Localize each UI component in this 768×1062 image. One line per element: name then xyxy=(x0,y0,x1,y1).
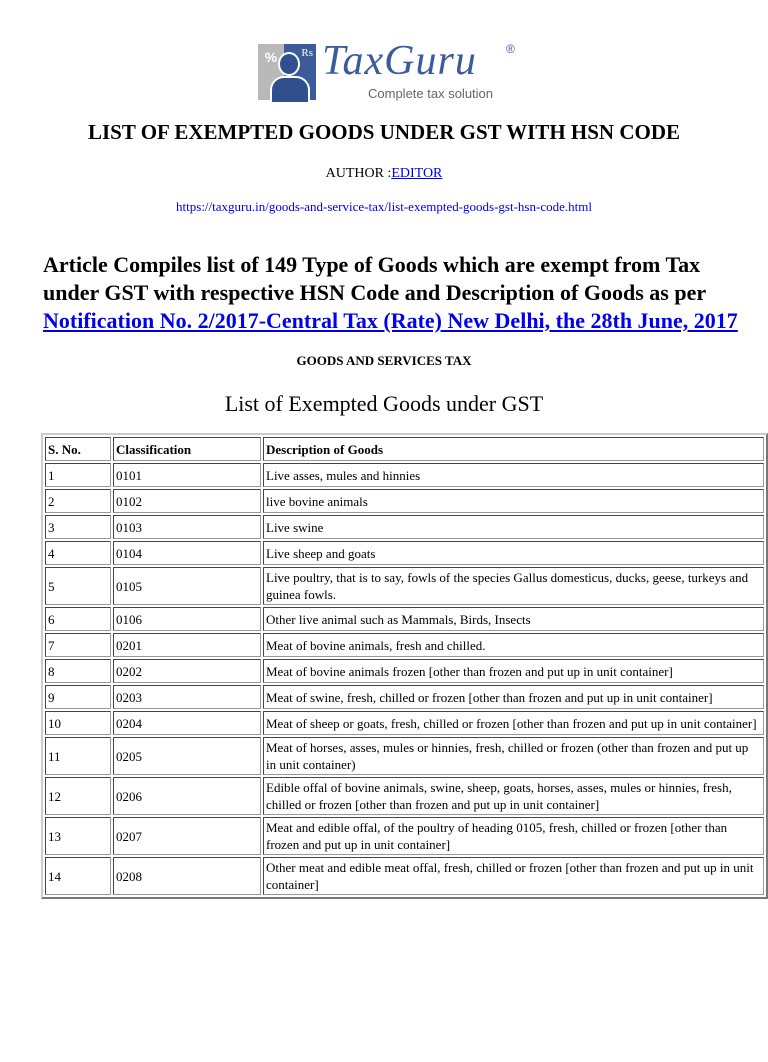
intro-text: Article Compiles list of 149 Type of Goo… xyxy=(43,252,706,305)
goods-table-container: S. No. Classification Description of Goo… xyxy=(41,433,768,899)
cell-classification: 0103 xyxy=(113,515,261,539)
table-row: 7 0201 Meat of bovine animals, fresh and c… xyxy=(45,633,764,657)
cell-classification: 0207 xyxy=(113,817,261,855)
cell-classification: 0105 xyxy=(113,567,261,605)
notification-link[interactable]: Notification No. 2/2017-Central Tax (Rat… xyxy=(43,308,738,333)
registered-mark: ® xyxy=(506,42,515,56)
cell-description: Live swine xyxy=(263,515,764,539)
author-line: AUTHOR :EDITOR xyxy=(0,165,768,182)
taxguru-logo[interactable]: % Rs TaxGuru ® Complete tax solution xyxy=(256,38,526,104)
cell-sno: 1 xyxy=(45,463,111,487)
cell-classification: 0203 xyxy=(113,685,261,709)
cell-sno: 11 xyxy=(45,737,111,775)
cell-description: Meat of bovine animals, fresh and chille… xyxy=(263,633,764,657)
cell-classification: 0106 xyxy=(113,607,261,631)
list-title: List of Exempted Goods under GST xyxy=(224,391,544,416)
cell-sno: 7 xyxy=(45,633,111,657)
table-row: 9 0203 Meat of swine, fresh, chilled or fr… xyxy=(45,685,764,709)
cell-description: Meat of horses, asses, mules or hinnies,… xyxy=(263,737,764,775)
article-url[interactable]: https://taxguru.in/goods-and-service-tax… xyxy=(176,199,592,214)
cell-description: Edible offal of bovine animals, swine, s… xyxy=(263,777,764,815)
cell-description: Live asses, mules and hinnies xyxy=(263,463,764,487)
cell-classification: 0102 xyxy=(113,489,261,513)
page-title: LIST OF EXEMPTED GOODS UNDER GST WITH HS… xyxy=(87,120,681,144)
cell-description: Other live animal such as Mammals, Birds… xyxy=(263,607,764,631)
cell-classification: 0104 xyxy=(113,541,261,565)
cell-sno: 13 xyxy=(45,817,111,855)
cell-description: Meat of bovine animals frozen [other tha… xyxy=(263,659,764,683)
table-header-row: S. No. Classification Description of Goo… xyxy=(45,437,764,461)
table-row: 8 0202 Meat of bovine animals frozen [othe… xyxy=(45,659,764,683)
cell-sno: 8 xyxy=(45,659,111,683)
cell-sno: 5 xyxy=(45,567,111,605)
section-heading: GOODS AND SERVICES TAX xyxy=(296,353,472,368)
cell-description: Meat of sheep or goats, fresh, chilled o… xyxy=(263,711,764,735)
author-label: AUTHOR : xyxy=(325,166,392,181)
cell-classification: 0205 xyxy=(113,737,261,775)
cell-description: Meat and edible offal, of the poultry of… xyxy=(263,817,764,855)
cell-classification: 0204 xyxy=(113,711,261,735)
cell-sno: 2 xyxy=(45,489,111,513)
table-row: 14 0208 Other meat and edible meat offal, … xyxy=(45,857,764,895)
cell-sno: 14 xyxy=(45,857,111,895)
cell-description: Live poultry, that is to say, fowls of t… xyxy=(263,567,764,605)
cell-classification: 0202 xyxy=(113,659,261,683)
table-row: 4 0104 Live sheep and goats xyxy=(45,541,764,565)
table-row: 6 0106 Other live animal such as Mammals, … xyxy=(45,607,764,631)
cell-description: live bovine animals xyxy=(263,489,764,513)
cell-sno: 6 xyxy=(45,607,111,631)
table-row: 2 0102 live bovine animals xyxy=(45,489,764,513)
exempted-goods-table: S. No. Classification Description of Goo… xyxy=(43,435,766,897)
intro-paragraph: Article Compiles list of 149 Type of Goo… xyxy=(43,251,743,335)
cell-sno: 10 xyxy=(45,711,111,735)
table-row: 3 0103 Live swine xyxy=(45,515,764,539)
cell-sno: 12 xyxy=(45,777,111,815)
cell-classification: 0206 xyxy=(113,777,261,815)
cell-sno: 3 xyxy=(45,515,111,539)
author-link[interactable]: EDITOR xyxy=(391,166,443,181)
header-description: Description of Goods xyxy=(263,437,764,461)
table-row: 10 0204 Meat of sheep or goats, fresh, chi… xyxy=(45,711,764,735)
table-row: 11 0205 Meat of horses, asses, mules or hi… xyxy=(45,737,764,775)
cell-classification: 0201 xyxy=(113,633,261,657)
cell-sno: 4 xyxy=(45,541,111,565)
table-row: 12 0206 Edible offal of bovine animals, sw… xyxy=(45,777,764,815)
cell-description: Other meat and edible meat offal, fresh,… xyxy=(263,857,764,895)
cell-classification: 0101 xyxy=(113,463,261,487)
header-classification: Classification xyxy=(113,437,261,461)
table-row: 1 0101 Live asses, mules and hinnies xyxy=(45,463,764,487)
table-row: 5 0105 Live poultry, that is to say, fowls… xyxy=(45,567,764,605)
cell-sno: 9 xyxy=(45,685,111,709)
cell-description: Live sheep and goats xyxy=(263,541,764,565)
logo-wordmark: TaxGuru xyxy=(322,38,477,84)
cell-description: Meat of swine, fresh, chilled or frozen … xyxy=(263,685,764,709)
cell-classification: 0208 xyxy=(113,857,261,895)
header-sno: S. No. xyxy=(45,437,111,461)
logo-tagline: Complete tax solution xyxy=(368,86,494,101)
table-row: 13 0207 Meat and edible offal, of the poul… xyxy=(45,817,764,855)
logo-person-icon: % Rs xyxy=(258,44,316,102)
